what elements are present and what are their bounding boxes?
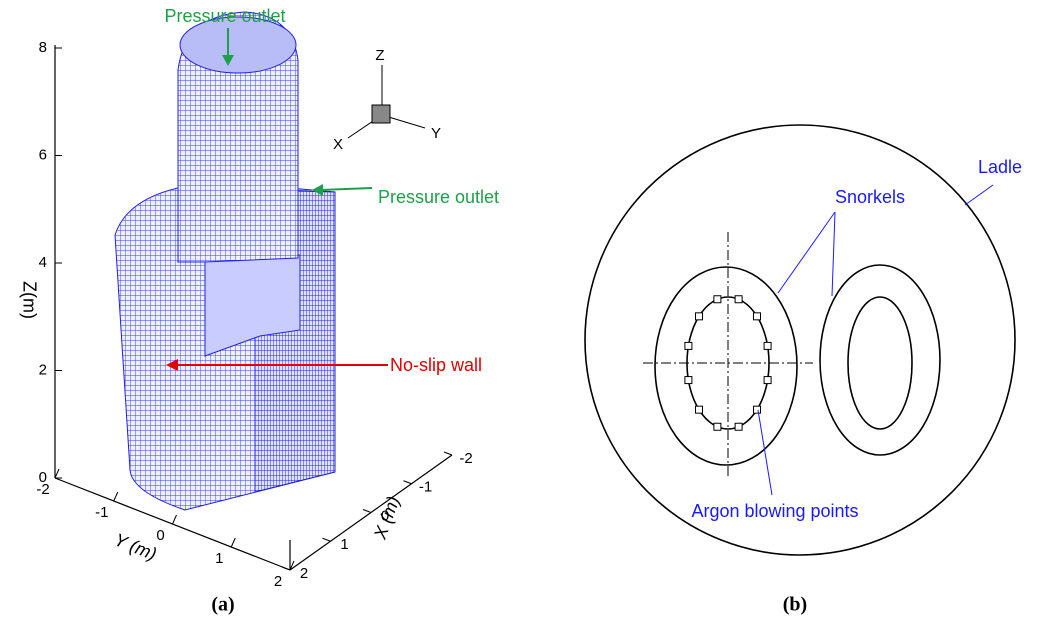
blowing-point — [714, 423, 721, 430]
panel-label: (b) — [783, 594, 807, 616]
annotation: No-slip wall — [390, 355, 482, 375]
x-tick-label: -1 — [419, 479, 432, 496]
blowing-point — [753, 406, 760, 413]
y-tick — [173, 515, 177, 524]
x-tick — [363, 510, 371, 513]
annotation: Pressure outlet — [378, 187, 499, 207]
figure: Z X Y Pressure outlet Pressure outlet No… — [0, 0, 1041, 624]
x-tick — [323, 538, 331, 541]
y-tick — [231, 538, 235, 547]
y-tick-label: 0 — [156, 527, 164, 544]
z-tick-label: 6 — [39, 146, 47, 163]
z-tick-label: 2 — [39, 361, 47, 378]
blowing-point — [753, 313, 760, 320]
x-tick-label: 0 — [381, 507, 389, 524]
y-tick-label: 1 — [215, 550, 223, 567]
axis-triad — [348, 65, 425, 138]
x-tick-label: 2 — [300, 565, 308, 582]
ladle-diagram — [585, 125, 1015, 555]
arrow — [320, 188, 372, 190]
blowing-point — [696, 406, 703, 413]
label-snorkels: Snorkels — [835, 187, 905, 207]
x-tick-label: 1 — [340, 536, 348, 553]
panel-label: (a) — [211, 594, 234, 616]
label-ladle: Ladle — [978, 157, 1022, 177]
leader-lines — [758, 185, 993, 495]
annotation: Pressure outlet — [164, 6, 285, 26]
blowing-point — [696, 313, 703, 320]
y-axis-title: Y (m) — [111, 529, 159, 564]
x-tick — [404, 481, 412, 484]
blowing-point — [764, 342, 771, 349]
triad-y: Y — [431, 125, 441, 142]
triad-z: Z — [375, 47, 384, 64]
y-tick-label: -2 — [36, 481, 49, 498]
blowing-point — [685, 342, 692, 349]
page: Z X Y Pressure outlet Pressure outlet No… — [0, 0, 1041, 624]
y-tick — [114, 492, 118, 501]
label-argon: Argon blowing points — [691, 501, 858, 521]
x-tick — [282, 567, 290, 570]
z-tick-label: 8 — [39, 39, 47, 56]
triad-x: X — [333, 136, 343, 153]
z-tick-label: 4 — [39, 254, 47, 271]
blowing-point — [685, 377, 692, 384]
x-tick — [444, 452, 452, 455]
y-tick-label: -1 — [95, 504, 108, 521]
y-tick-label: 2 — [274, 573, 282, 590]
x-tick-label: -2 — [459, 450, 472, 467]
blowing-point — [764, 377, 771, 384]
blowing-point — [714, 296, 721, 303]
blowing-point — [735, 423, 742, 430]
blowing-point — [735, 296, 742, 303]
z-axis-title: Z(m) — [19, 281, 39, 319]
